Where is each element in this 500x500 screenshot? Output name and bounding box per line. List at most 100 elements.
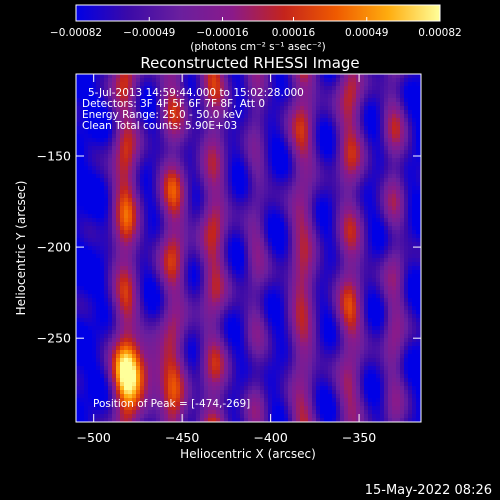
heatmap-cell [176,186,181,191]
heatmap-cell [172,214,177,219]
heatmap-cell [344,74,349,79]
heatmap-cell [220,118,225,123]
heatmap-cell [392,274,397,279]
heatmap-cell [240,218,245,223]
heatmap-cell [148,162,153,167]
heatmap-cell [148,270,153,275]
colorbar-unit-label: (photons cm⁻² s⁻¹ asec⁻²) [190,41,325,53]
heatmap-cell [96,90,101,95]
heatmap-cell [228,218,233,223]
heatmap-cell [340,98,345,103]
heatmap-cell [168,162,173,167]
heatmap-cell [336,290,341,295]
heatmap-cell [380,282,385,287]
heatmap-cell [104,78,109,83]
heatmap-cell [348,290,353,295]
heatmap-cell [212,146,217,151]
heatmap-cell [252,74,257,79]
heatmap-cell [348,186,353,191]
heatmap-cell [288,146,293,151]
heatmap-cell [376,98,381,103]
heatmap-cell [336,174,341,179]
heatmap-cell [348,86,353,91]
heatmap-cell [168,222,173,227]
heatmap-cell [92,218,97,223]
heatmap-cell [120,222,125,227]
heatmap-cell [264,278,269,283]
heatmap-cell [156,174,161,179]
heatmap-cell [120,226,125,231]
heatmap-cell [400,246,405,251]
heatmap-cell [196,262,201,267]
heatmap-cell [216,154,221,159]
heatmap-cell [120,122,125,127]
heatmap-cell [136,226,141,231]
heatmap-cell [348,250,353,255]
heatmap-cell [136,114,141,119]
heatmap-cell [396,298,401,303]
heatmap-cell [124,206,129,211]
heatmap-cell [316,258,321,263]
heatmap-cell [216,162,221,167]
heatmap-cell [184,90,189,95]
heatmap-cell [364,206,369,211]
heatmap-cell [196,238,201,243]
heatmap-cell [220,142,225,147]
heatmap-cell [80,238,85,243]
heatmap-cell [312,202,317,207]
heatmap-cell [212,194,217,199]
heatmap-cell [248,146,253,151]
heatmap-cell [364,214,369,219]
heatmap-cell [200,106,205,111]
heatmap-cell [228,122,233,127]
heatmap-cell [140,90,145,95]
heatmap-cell [208,286,213,291]
heatmap-cell [332,130,337,135]
heatmap-cell [112,238,117,243]
heatmap-cell [208,162,213,167]
heatmap-cell [104,86,109,91]
heatmap-cell [220,218,225,223]
heatmap-cell [404,226,409,231]
heatmap-cell [268,130,273,135]
heatmap-cell [232,186,237,191]
heatmap-cell [136,210,141,215]
heatmap-cell [104,158,109,163]
heatmap-cell [168,134,173,139]
heatmap-cell [348,286,353,291]
heatmap-cell [388,110,393,115]
heatmap-cell [396,178,401,183]
heatmap-cell [392,246,397,251]
heatmap-cell [200,222,205,227]
heatmap-cell [80,86,85,91]
heatmap-cell [116,134,121,139]
heatmap-cell [356,186,361,191]
heatmap-cell [148,294,153,299]
heatmap-cell [336,202,341,207]
heatmap-cell [240,290,245,295]
heatmap-cell [368,234,373,239]
heatmap-cell [88,86,93,91]
heatmap-cell [232,190,237,195]
heatmap-cell [412,86,417,91]
heatmap-cell [116,234,121,239]
heatmap-cell [112,94,117,99]
heatmap-cell [252,134,257,139]
heatmap-cell [236,118,241,123]
heatmap-cell [236,186,241,191]
heatmap-cell [96,266,101,271]
heatmap-cell [168,206,173,211]
heatmap-cell [368,154,373,159]
heatmap-cell [304,154,309,159]
heatmap-cell [96,146,101,151]
heatmap-cell [136,82,141,87]
heatmap-cell [160,186,165,191]
heatmap-cell [220,74,225,79]
heatmap-cell [156,238,161,243]
heatmap-cell [96,94,101,99]
heatmap-cell [356,282,361,287]
heatmap-cell [92,122,97,127]
heatmap-cell [236,238,241,243]
heatmap-cell [348,258,353,263]
heatmap-cell [236,110,241,115]
